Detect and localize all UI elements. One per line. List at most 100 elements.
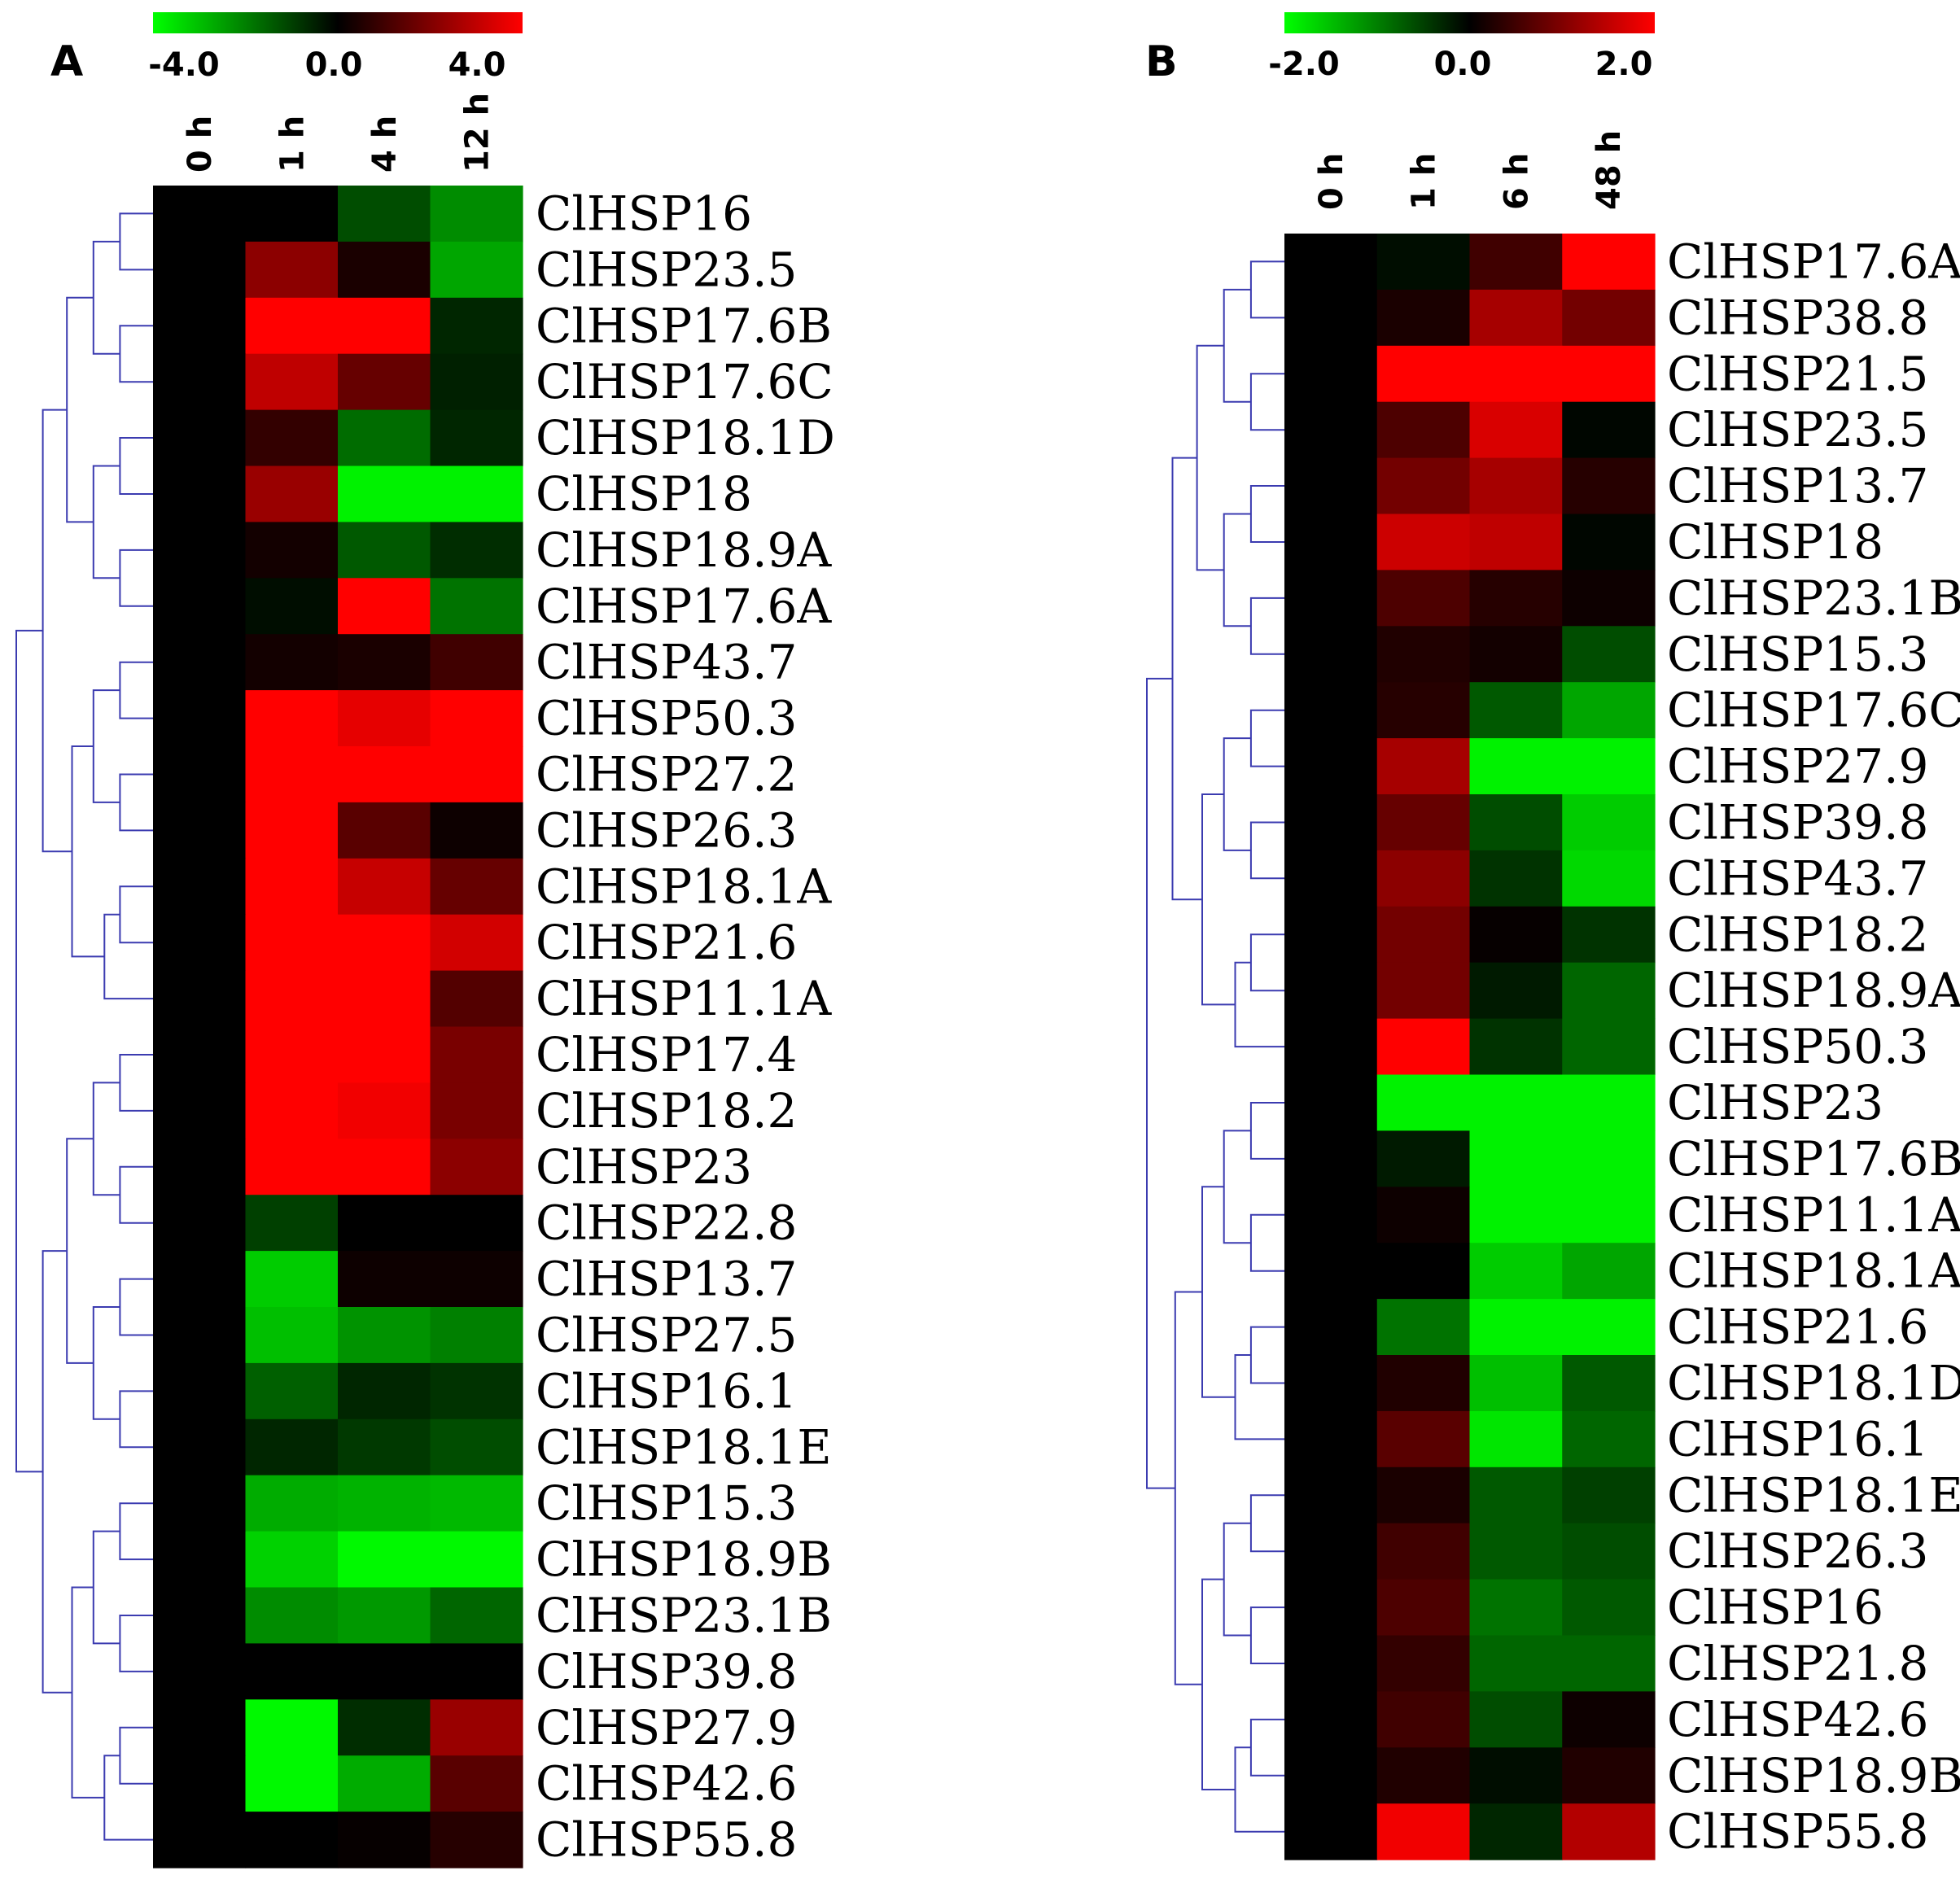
heatmap-cell (1562, 1299, 1656, 1356)
dendrogram-branch (92, 465, 120, 579)
column-label: 4 h (366, 116, 404, 173)
heatmap-cell (1562, 1523, 1656, 1580)
dendrogram-branch (92, 1530, 120, 1645)
heatmap-cell (1284, 1523, 1378, 1580)
heatmap-cell (430, 466, 523, 522)
heatmap-cell (1469, 1523, 1563, 1580)
row-label: ClHSP18.9B (536, 1532, 832, 1587)
heatmap-cell (1284, 345, 1378, 403)
heatmap-cell (1469, 345, 1563, 403)
row-label: ClHSP21.8 (1667, 1636, 1928, 1691)
heatmap-cell (245, 1362, 339, 1420)
row-label: ClHSP17.6C (536, 354, 833, 409)
heatmap-cell (338, 578, 431, 635)
heatmap-cell (1376, 1130, 1471, 1187)
heatmap-cell (245, 1587, 339, 1644)
heatmap-cell (1284, 457, 1378, 515)
heatmap-cell (1376, 234, 1471, 291)
dendrogram-branch (1223, 1522, 1251, 1637)
heatmap-cell (153, 1418, 247, 1476)
heatmap-cell (1469, 794, 1563, 851)
heatmap-cell (430, 241, 523, 299)
heatmap-cell (1376, 1018, 1471, 1076)
heatmap-cell (338, 690, 431, 747)
heatmap-cell (1284, 738, 1378, 795)
heatmap-cell (245, 186, 339, 243)
heatmap-cell (153, 1307, 247, 1364)
heatmap-cell (1469, 289, 1563, 347)
heatmap-cell (338, 1643, 431, 1700)
dendrogram-branch (119, 325, 153, 383)
heatmap-cell (338, 1812, 431, 1869)
heatmap-cell (153, 409, 247, 467)
dendrogram-branch (1223, 288, 1251, 403)
row-label: ClHSP23.1B (1667, 570, 1960, 626)
heatmap-cell (153, 690, 247, 747)
row-label: ClHSP16 (1667, 1580, 1883, 1635)
color-scale-tick-a-max: 4.0 (448, 46, 506, 84)
heatmap-cell (1562, 1130, 1656, 1187)
heatmap-cell (1469, 234, 1563, 291)
heatmap-cell (1469, 457, 1563, 515)
heatmap-cell (338, 1531, 431, 1589)
heatmap-cell (1284, 401, 1378, 459)
heatmap-cell (153, 858, 247, 916)
heatmap-cell (1469, 626, 1563, 683)
heatmap-cell (1469, 1579, 1563, 1637)
heatmap-cell (338, 353, 431, 411)
heatmap-cell (245, 1026, 339, 1083)
heatmap-cell (1284, 1243, 1378, 1300)
heatmap-cell (1562, 1187, 1656, 1244)
dendrogram-branch (71, 745, 105, 958)
heatmap-cell (430, 1475, 523, 1532)
heatmap-cell (1469, 850, 1563, 907)
heatmap-cell (1469, 1187, 1563, 1244)
heatmap-cell (1562, 514, 1656, 570)
row-label: ClHSP16.1 (536, 1363, 797, 1418)
row-label: ClHSP27.9 (1667, 739, 1928, 794)
dendrogram-branch (1249, 1718, 1284, 1777)
dendrogram-branch (103, 913, 153, 1000)
heatmap-cell (430, 186, 523, 243)
dendrogram-branch (119, 1054, 153, 1112)
dendrogram-branch (1249, 1494, 1284, 1553)
row-label: ClHSP21.5 (1667, 346, 1928, 401)
heatmap-cell (153, 1195, 247, 1252)
color-scale-tick-b-mid: 0.0 (1434, 46, 1492, 83)
heatmap-cell (1376, 1523, 1471, 1580)
heatmap-cell (1376, 570, 1471, 627)
heatmap-cell (1284, 1803, 1378, 1860)
row-label: ClHSP23.5 (536, 242, 797, 297)
column-label: 12 h (458, 93, 496, 173)
row-label: ClHSP13.7 (536, 1252, 797, 1307)
row-label: ClHSP50.3 (536, 691, 797, 746)
heatmap-cell (338, 1587, 431, 1644)
heatmap-cell (1376, 1355, 1471, 1412)
heatmap-cell (1469, 1018, 1563, 1076)
heatmap-cell (1469, 401, 1563, 459)
heatmap-cell (1376, 962, 1471, 1020)
heatmap-cell (153, 1251, 247, 1308)
heatmap-cell (338, 1418, 431, 1476)
heatmap-cell (338, 970, 431, 1028)
heatmap-cell (1562, 1466, 1656, 1524)
row-label: ClHSP39.8 (536, 1644, 797, 1699)
row-label: ClHSP18.9A (1667, 963, 1960, 1018)
heatmap-cell (153, 466, 247, 522)
heatmap-cell (1284, 1018, 1378, 1076)
dendrogram-branch (92, 240, 120, 355)
panel-label-b: B (1145, 37, 1178, 86)
heatmap-cell (245, 634, 339, 691)
dendrogram-branch (1223, 1130, 1251, 1244)
heatmap-cell (153, 1531, 247, 1589)
heatmap-cell (338, 186, 431, 243)
row-label: ClHSP17.6A (1667, 234, 1960, 289)
heatmap-cell (1562, 1803, 1656, 1860)
heatmap-cell (1469, 1243, 1563, 1300)
heatmap-cell (153, 1755, 247, 1812)
heatmap-cell (1376, 1803, 1471, 1860)
dendrogram-branch (1249, 373, 1284, 431)
heatmap-cell (1284, 234, 1378, 291)
dendrogram-branch (1249, 933, 1284, 992)
heatmap-cell (1469, 570, 1563, 627)
